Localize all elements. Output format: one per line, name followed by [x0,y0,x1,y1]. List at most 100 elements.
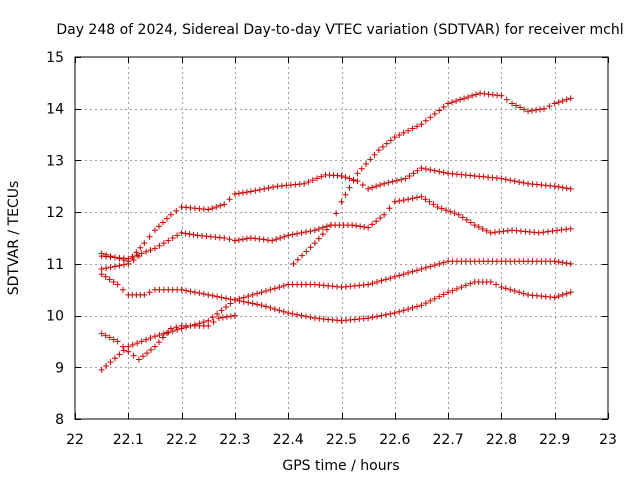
data-point [551,258,558,265]
data-point [540,229,547,236]
data-point [163,215,170,222]
data-point [365,224,372,231]
data-point [182,230,189,237]
data-point [477,90,484,97]
data-point [289,231,296,238]
data-point [103,265,110,272]
data-point [205,322,212,329]
data-point [103,362,110,369]
data-point [200,319,207,326]
data-point [102,332,109,339]
data-point [418,165,425,172]
data-point [262,288,269,295]
data-point [422,166,429,173]
data-point [549,228,556,235]
data-point [120,347,127,354]
data-point [436,260,443,267]
data-point [391,273,398,280]
data-point [367,156,374,163]
data-point [271,285,278,292]
data-point [500,228,507,235]
data-point [151,245,158,252]
data-point [294,230,301,237]
data-point [116,262,123,269]
data-point [381,211,388,218]
data-point [379,143,386,150]
series-track-7 [290,90,574,267]
data-point [496,228,503,235]
data-point [414,167,421,174]
data-point [183,287,190,294]
data-point [156,242,163,249]
data-point [209,292,216,299]
data-point [434,203,441,210]
data-point [227,313,234,320]
data-point [475,224,482,231]
data-point [463,216,470,223]
data-point [391,134,398,141]
data-point [315,225,322,232]
data-point [143,336,150,343]
data-point [544,228,551,235]
data-point [498,284,505,291]
y-tick-label: 13 [46,153,64,169]
data-point [386,205,393,212]
data-point [213,203,220,210]
data-point [243,235,250,242]
data-point [507,286,514,293]
data-point [307,228,314,235]
data-point [174,232,181,239]
data-point [473,91,480,98]
data-point [521,106,528,113]
data-point [541,105,548,112]
x-tick-label: 22.5 [326,432,357,448]
data-point [281,233,288,240]
data-point [280,308,287,315]
data-point [138,250,145,257]
data-point [239,236,246,243]
x-tick-label: 22.7 [433,432,464,448]
data-point [249,291,256,298]
data-point [365,185,372,192]
data-point [327,222,334,229]
data-point [110,336,117,343]
y-tick-label: 14 [46,102,64,118]
data-point [431,110,438,117]
data-point [260,236,267,243]
data-point [410,170,417,177]
data-point [374,313,381,320]
data-point [502,176,509,183]
data-point [252,235,259,242]
data-point [218,294,225,301]
data-point [440,103,447,110]
data-point [567,225,574,232]
data-point [163,330,170,337]
grid-layer [75,57,608,419]
data-point [449,287,456,294]
tick-label-layer: 22 22.1 22.2 22.3 22.4 22.5 22.6 22.7 22.8 22.9 23… [46,50,617,448]
data-point [418,121,425,128]
data-point [369,280,376,287]
data-point [111,355,118,362]
data-point [398,176,405,183]
data-point [457,96,464,103]
data-point [498,92,505,99]
data-point [265,185,272,192]
data-point [309,177,316,184]
data-point [258,302,265,309]
data-point [353,222,360,229]
data-point [254,301,261,308]
data-point [219,314,226,321]
data-point [354,178,361,185]
data-point [311,240,318,247]
data-point [342,174,349,181]
data-point [302,228,309,235]
data-point [400,129,407,136]
tick-layer [75,57,609,420]
data-point [311,227,318,234]
data-point [559,259,566,266]
data-point [271,306,278,313]
data-point [226,236,233,243]
x-tick-label: 22.8 [486,432,517,448]
data-point [405,306,412,313]
